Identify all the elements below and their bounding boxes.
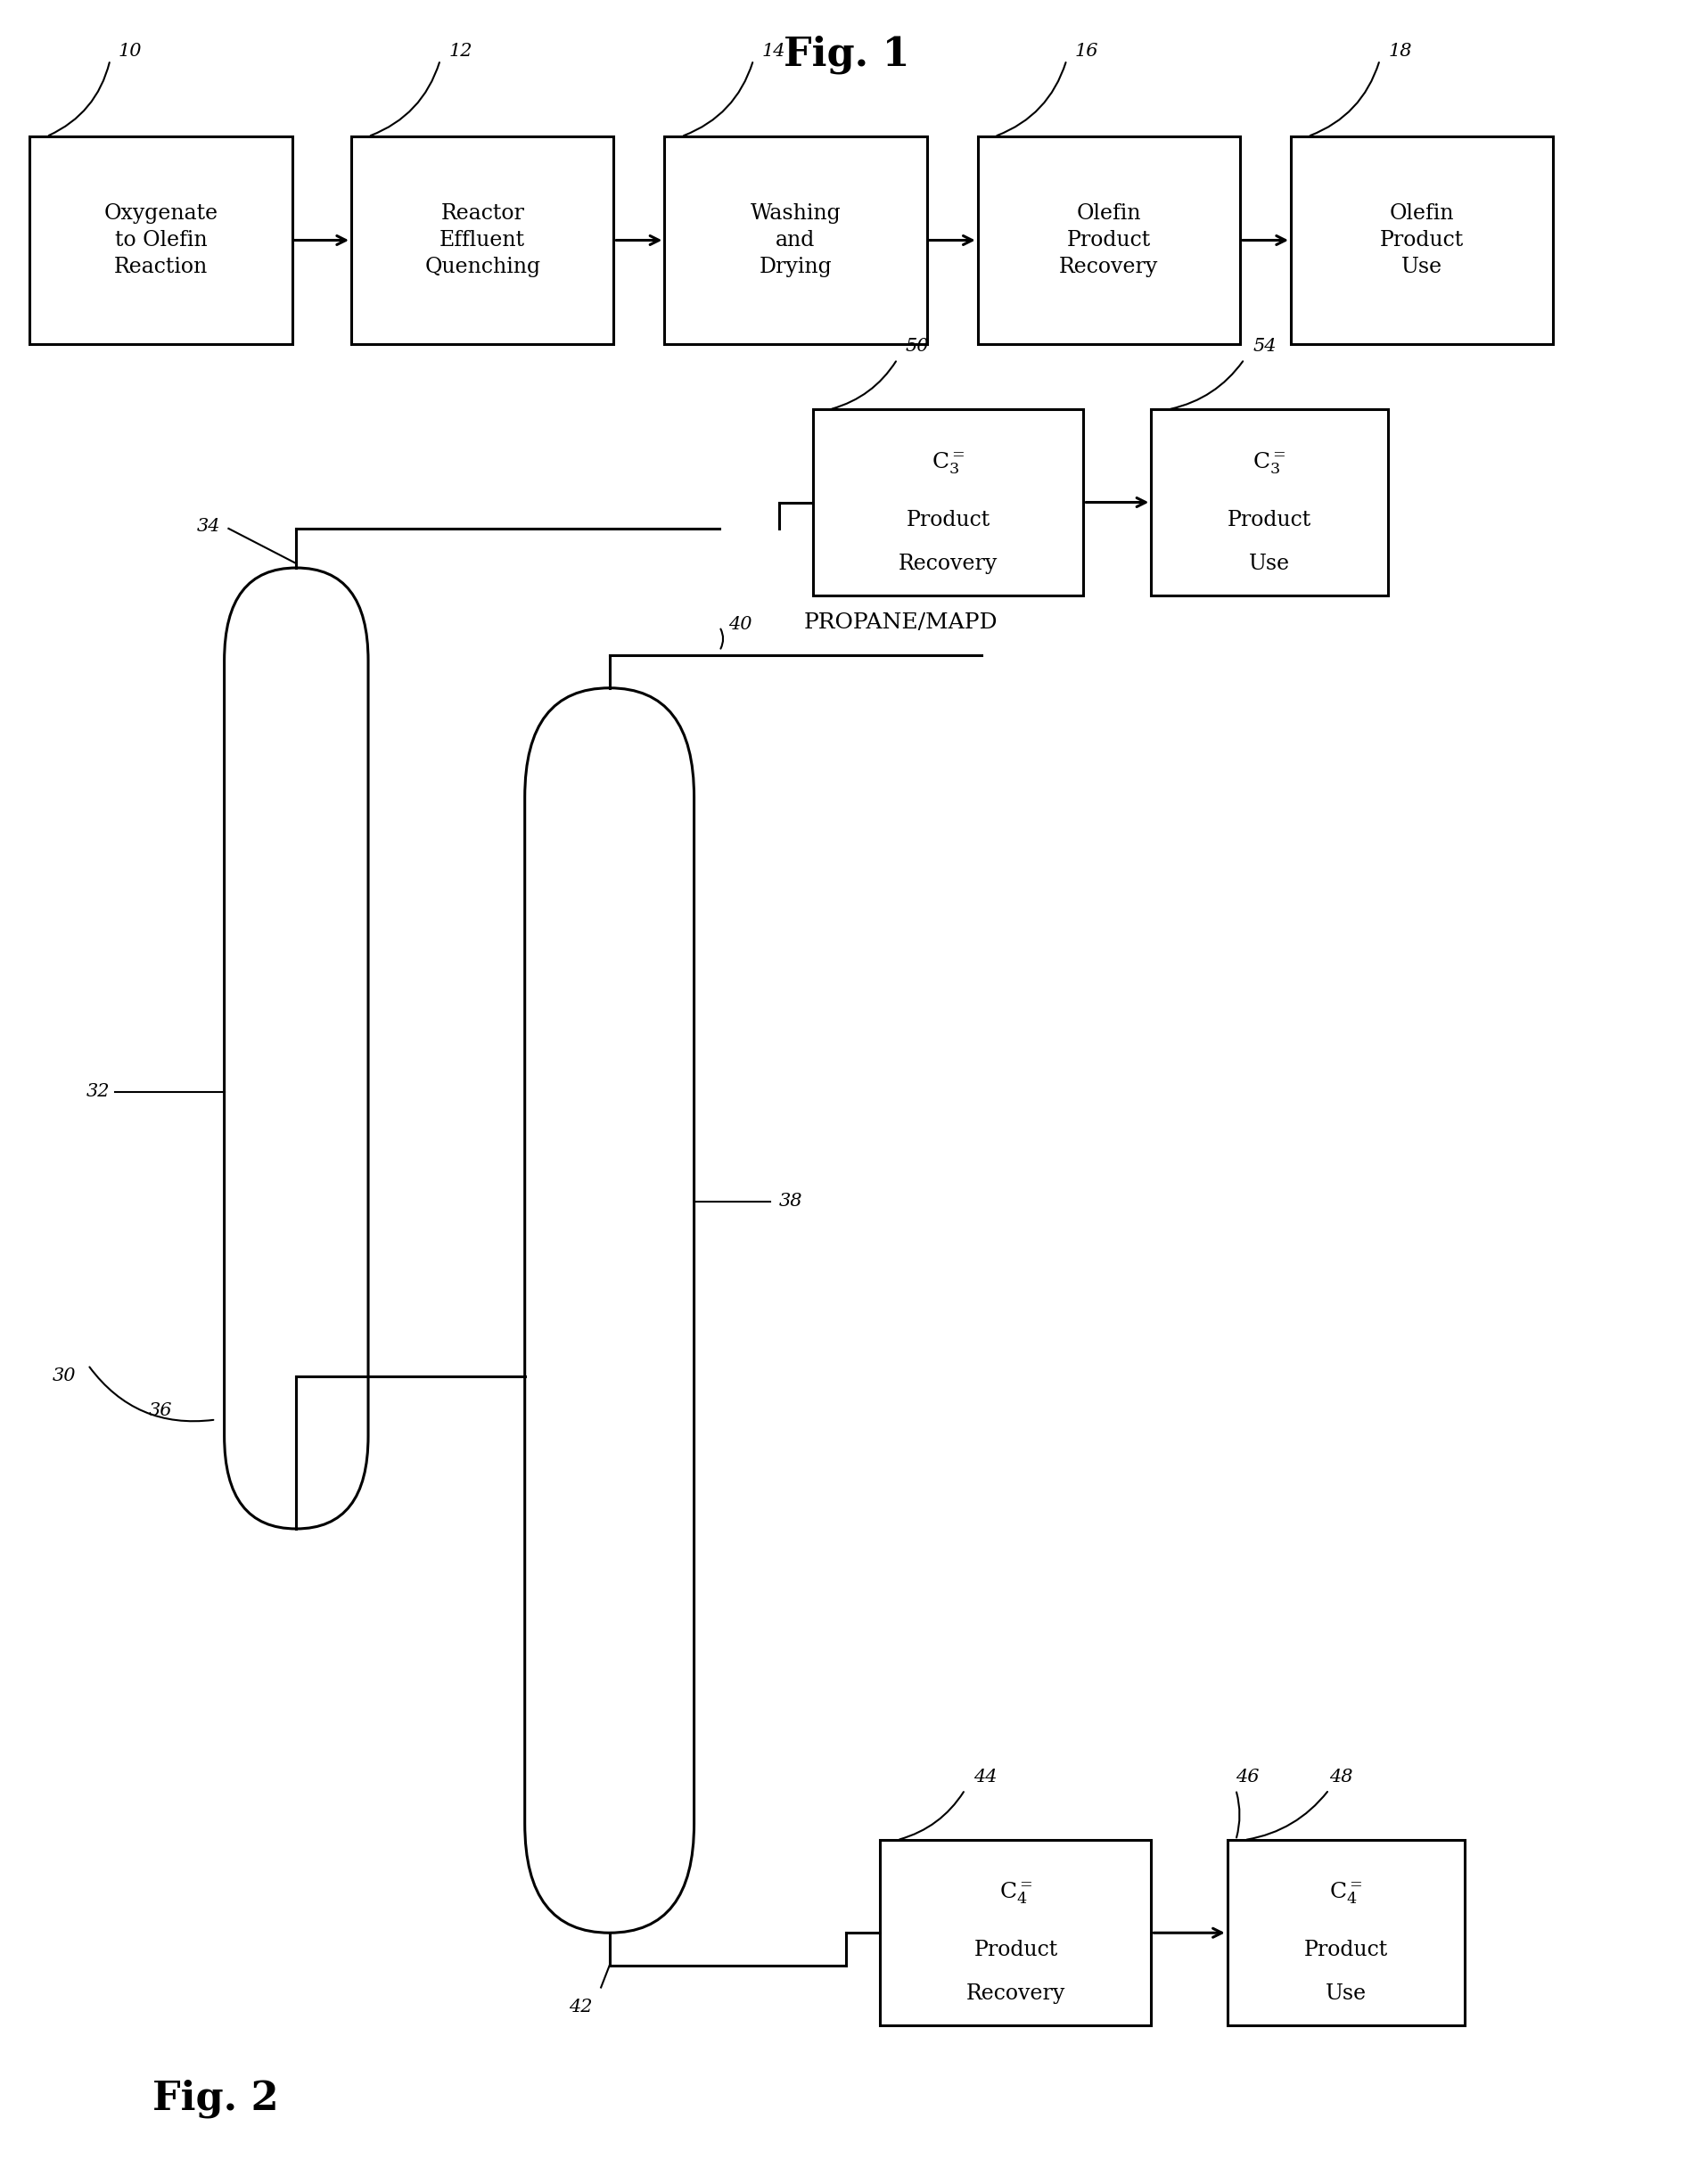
Text: Product: Product <box>905 509 990 531</box>
Text: Oxygenate
to Olefin
Reaction: Oxygenate to Olefin Reaction <box>103 203 218 277</box>
Text: 12: 12 <box>448 44 472 59</box>
FancyBboxPatch shape <box>1289 135 1553 343</box>
Text: 38: 38 <box>778 1192 802 1210</box>
FancyBboxPatch shape <box>350 135 613 343</box>
Text: 18: 18 <box>1387 44 1411 59</box>
Text: $\mathregular{C_3^{=}}$: $\mathregular{C_3^{=}}$ <box>931 450 964 476</box>
Text: 14: 14 <box>761 44 785 59</box>
FancyBboxPatch shape <box>525 688 694 1933</box>
Text: 10: 10 <box>118 44 142 59</box>
Text: 30: 30 <box>52 1367 76 1385</box>
Text: Recovery: Recovery <box>966 1983 1064 2005</box>
Text: Washing
and
Drying: Washing and Drying <box>750 203 841 277</box>
Text: 50: 50 <box>905 339 929 354</box>
Text: Product: Product <box>1227 509 1311 531</box>
Text: 54: 54 <box>1252 339 1276 354</box>
Text: Olefin
Product
Use: Olefin Product Use <box>1379 203 1464 277</box>
FancyBboxPatch shape <box>223 568 367 1529</box>
Text: Recovery: Recovery <box>898 553 997 574</box>
Text: Fig. 1: Fig. 1 <box>783 35 909 74</box>
FancyBboxPatch shape <box>1227 1839 1464 2027</box>
Text: 40: 40 <box>728 616 751 633</box>
FancyBboxPatch shape <box>812 411 1083 594</box>
Text: Reactor
Effluent
Quenching: Reactor Effluent Quenching <box>425 203 540 277</box>
FancyBboxPatch shape <box>663 135 927 343</box>
Text: Fig. 2: Fig. 2 <box>152 2079 279 2118</box>
FancyBboxPatch shape <box>30 135 291 343</box>
Text: Product: Product <box>1303 1939 1387 1961</box>
Text: 32: 32 <box>86 1083 110 1101</box>
Text: 36: 36 <box>149 1402 173 1420</box>
Text: Use: Use <box>1325 1983 1365 2005</box>
Text: $\mathregular{C_4^{=}}$: $\mathregular{C_4^{=}}$ <box>1328 1880 1362 1907</box>
Text: 16: 16 <box>1074 44 1098 59</box>
Text: Olefin
Product
Recovery: Olefin Product Recovery <box>1059 203 1157 277</box>
Text: 42: 42 <box>569 1998 592 2016</box>
Text: $\mathregular{C_3^{=}}$: $\mathregular{C_3^{=}}$ <box>1252 450 1286 476</box>
Text: 44: 44 <box>973 1769 997 1787</box>
Text: 48: 48 <box>1328 1769 1352 1787</box>
FancyBboxPatch shape <box>978 135 1239 343</box>
Text: $\mathregular{C_4^{=}}$: $\mathregular{C_4^{=}}$ <box>998 1880 1032 1907</box>
Text: Product: Product <box>973 1939 1058 1961</box>
Text: 46: 46 <box>1235 1769 1259 1787</box>
FancyBboxPatch shape <box>1151 411 1387 594</box>
Text: 34: 34 <box>196 518 220 535</box>
Text: PROPANE/MAPD: PROPANE/MAPD <box>804 614 998 633</box>
FancyBboxPatch shape <box>880 1839 1151 2027</box>
Text: Use: Use <box>1249 553 1289 574</box>
